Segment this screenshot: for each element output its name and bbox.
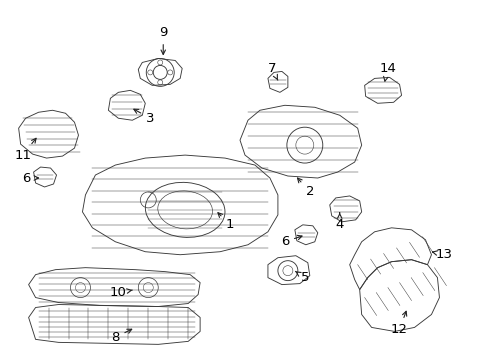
Text: 6: 6 — [22, 171, 39, 185]
Text: 2: 2 — [297, 178, 313, 198]
Text: 7: 7 — [267, 62, 277, 80]
Text: 4: 4 — [335, 213, 343, 231]
Text: 14: 14 — [378, 62, 395, 81]
Text: 3: 3 — [134, 109, 154, 125]
Text: 13: 13 — [432, 248, 452, 261]
Text: 11: 11 — [14, 138, 36, 162]
Text: 1: 1 — [218, 213, 234, 231]
Text: 5: 5 — [295, 271, 308, 284]
Text: 9: 9 — [159, 26, 167, 54]
Text: 8: 8 — [111, 329, 131, 344]
Text: 6: 6 — [280, 235, 302, 248]
Text: 12: 12 — [390, 311, 407, 336]
Text: 10: 10 — [110, 286, 132, 299]
